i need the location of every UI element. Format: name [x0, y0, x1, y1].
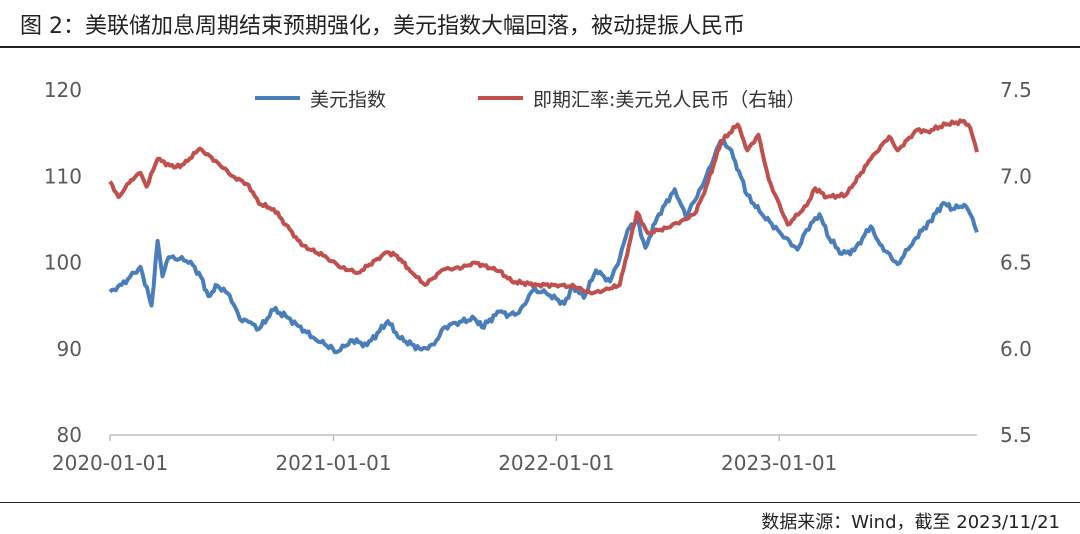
right-tick-label: 7.5 [1000, 78, 1032, 102]
legend-label-usdcny: 即期汇率:美元兑人民币（右轴） [533, 89, 805, 111]
left-tick-label: 80 [57, 423, 82, 447]
chart: 美元指数 即期汇率:美元兑人民币（右轴） 80 90 100 110 120 5.5 6.… [44, 78, 1032, 475]
title-bar: 图 2：美联储加息周期结束预期强化，美元指数大幅回落，被动提振人民币 [0, 0, 1080, 48]
right-tick-label: 6.0 [1000, 337, 1032, 361]
source-note: 数据来源：Wind，截至 2023/11/21 [761, 512, 1060, 533]
left-tick-label: 120 [44, 78, 82, 102]
series-line-usdcny [108, 118, 979, 296]
left-axis-tick-labels: 80 90 100 110 120 [44, 78, 82, 447]
legend-label-usd-index: 美元指数 [310, 89, 386, 111]
left-tick-label: 110 [44, 164, 82, 188]
footer-rule [0, 502, 1080, 503]
x-tick-label: 2021-01-01 [275, 451, 391, 475]
left-tick-label: 90 [57, 337, 82, 361]
series-lines [108, 118, 979, 355]
x-axis-ticks: 2020-01-01 2021-01-01 2022-01-01 2023-01-01 [52, 435, 837, 475]
legend: 美元指数 即期汇率:美元兑人民币（右轴） [255, 89, 805, 111]
x-tick-label: 2020-01-01 [52, 451, 168, 475]
left-tick-label: 100 [44, 251, 82, 275]
right-axis-tick-labels: 5.5 6.0 6.5 7.0 7.5 [1000, 78, 1032, 447]
x-tick-label: 2022-01-01 [498, 451, 614, 475]
right-tick-label: 6.5 [1000, 251, 1032, 275]
page-title: 图 2：美联储加息周期结束预期强化，美元指数大幅回落，被动提振人民币 [20, 14, 745, 39]
right-tick-label: 5.5 [1000, 423, 1032, 447]
x-tick-label: 2023-01-01 [721, 451, 837, 475]
right-tick-label: 7.0 [1000, 164, 1032, 188]
series-line-usd-index [108, 138, 979, 355]
